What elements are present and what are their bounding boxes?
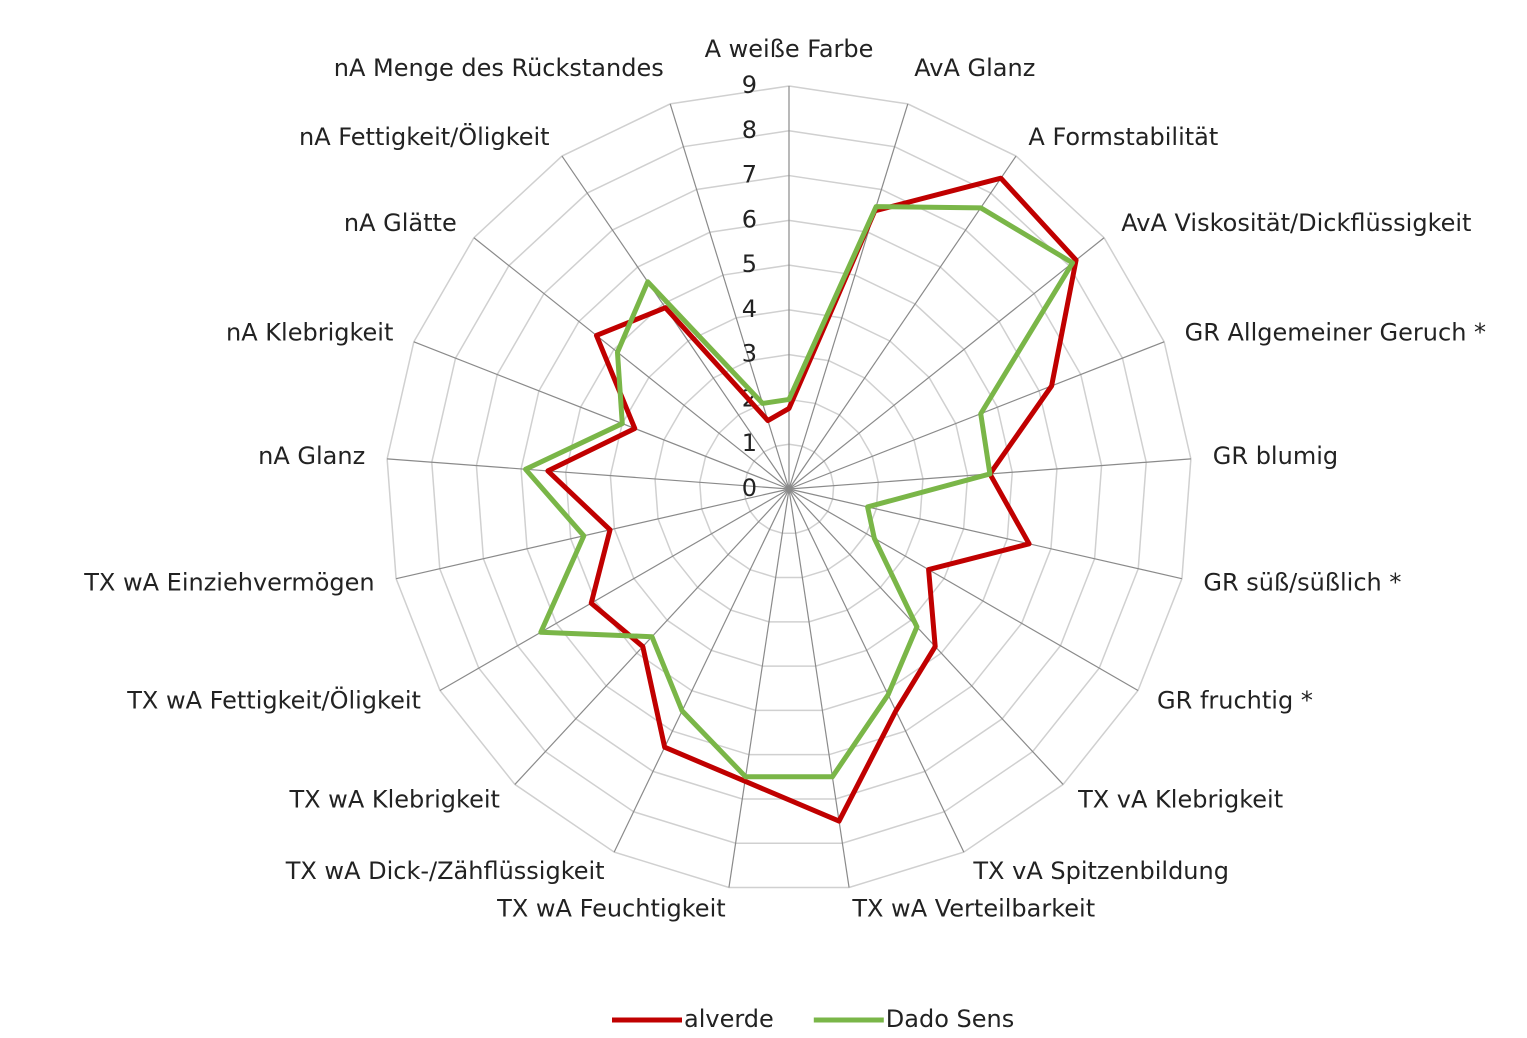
category-label: nA Menge des Rückstandes: [334, 54, 664, 82]
spoke: [788, 488, 1183, 580]
r-tick-label: 0: [742, 474, 757, 502]
spoke: [395, 488, 790, 580]
spoke: [788, 488, 965, 853]
category-label: TX vA Spitzenbildung: [972, 857, 1229, 885]
r-tick-label: 5: [742, 250, 757, 278]
r-tick-label: 6: [742, 205, 757, 233]
r-tick-label: 1: [742, 429, 757, 457]
spoke: [387, 458, 790, 490]
category-label: A Formstabilität: [1028, 123, 1218, 151]
spoke: [788, 341, 1165, 490]
spoke: [473, 237, 790, 490]
category-label: nA Klebrigkeit: [226, 319, 393, 347]
category-label: TX wA Dick-/Zähflüssigkeit: [285, 857, 605, 885]
grid-ring: [743, 443, 835, 535]
spoke: [728, 488, 790, 888]
r-tick-label: 9: [742, 71, 757, 99]
spoke: [788, 155, 1017, 490]
category-label: TX wA Verteilbarkeit: [851, 894, 1095, 922]
spoke: [788, 237, 1105, 490]
spoke: [788, 488, 1064, 785]
category-label: GR Allgemeiner Geruch *: [1185, 319, 1486, 347]
spoke: [613, 488, 790, 853]
legend-label: alverde: [684, 1005, 774, 1033]
grid-ring: [698, 398, 880, 579]
grid-ring: [386, 85, 1192, 889]
category-label: AvA Viskosität/Dickflüssigkeit: [1121, 209, 1471, 237]
r-tick-label: 3: [742, 340, 757, 368]
r-tick-label: 7: [742, 161, 757, 189]
series-line: [523, 204, 1076, 780]
r-tick-label: 4: [742, 295, 757, 323]
grid-ring: [609, 309, 969, 667]
r-tick-label: 8: [742, 116, 757, 144]
category-label: nA Fettigkeit/Öligkeit: [299, 122, 550, 151]
spoke: [788, 103, 909, 490]
spoke: [788, 488, 1139, 692]
category-label: nA Glätte: [344, 209, 457, 237]
spoke: [788, 488, 850, 888]
category-label: GR süß/süßlich *: [1203, 569, 1401, 597]
category-label: TX wA Einziehvermögen: [83, 569, 374, 597]
grid-ring: [564, 264, 1014, 712]
legend-label: Dado Sens: [886, 1005, 1014, 1033]
category-label: TX wA Feuchtigkeit: [496, 894, 725, 922]
category-label: TX wA Fettigkeit/Öligkeit: [126, 686, 421, 715]
series-line: [545, 175, 1079, 824]
category-label: TX wA Klebrigkeit: [288, 786, 499, 814]
spoke: [413, 341, 790, 490]
grid-ring: [654, 353, 924, 623]
category-label: AvA Glanz: [914, 54, 1035, 82]
spoke: [439, 488, 790, 692]
category-label: nA Glanz: [258, 442, 365, 470]
grid-ring: [431, 130, 1147, 844]
category-label: GR blumig: [1213, 442, 1338, 470]
category-label: TX vA Klebrigkeit: [1077, 786, 1283, 814]
category-label: GR fruchtig *: [1157, 687, 1313, 715]
spoke: [669, 103, 790, 490]
grid-ring: [520, 219, 1058, 756]
category-label: A weiße Farbe: [705, 35, 874, 63]
